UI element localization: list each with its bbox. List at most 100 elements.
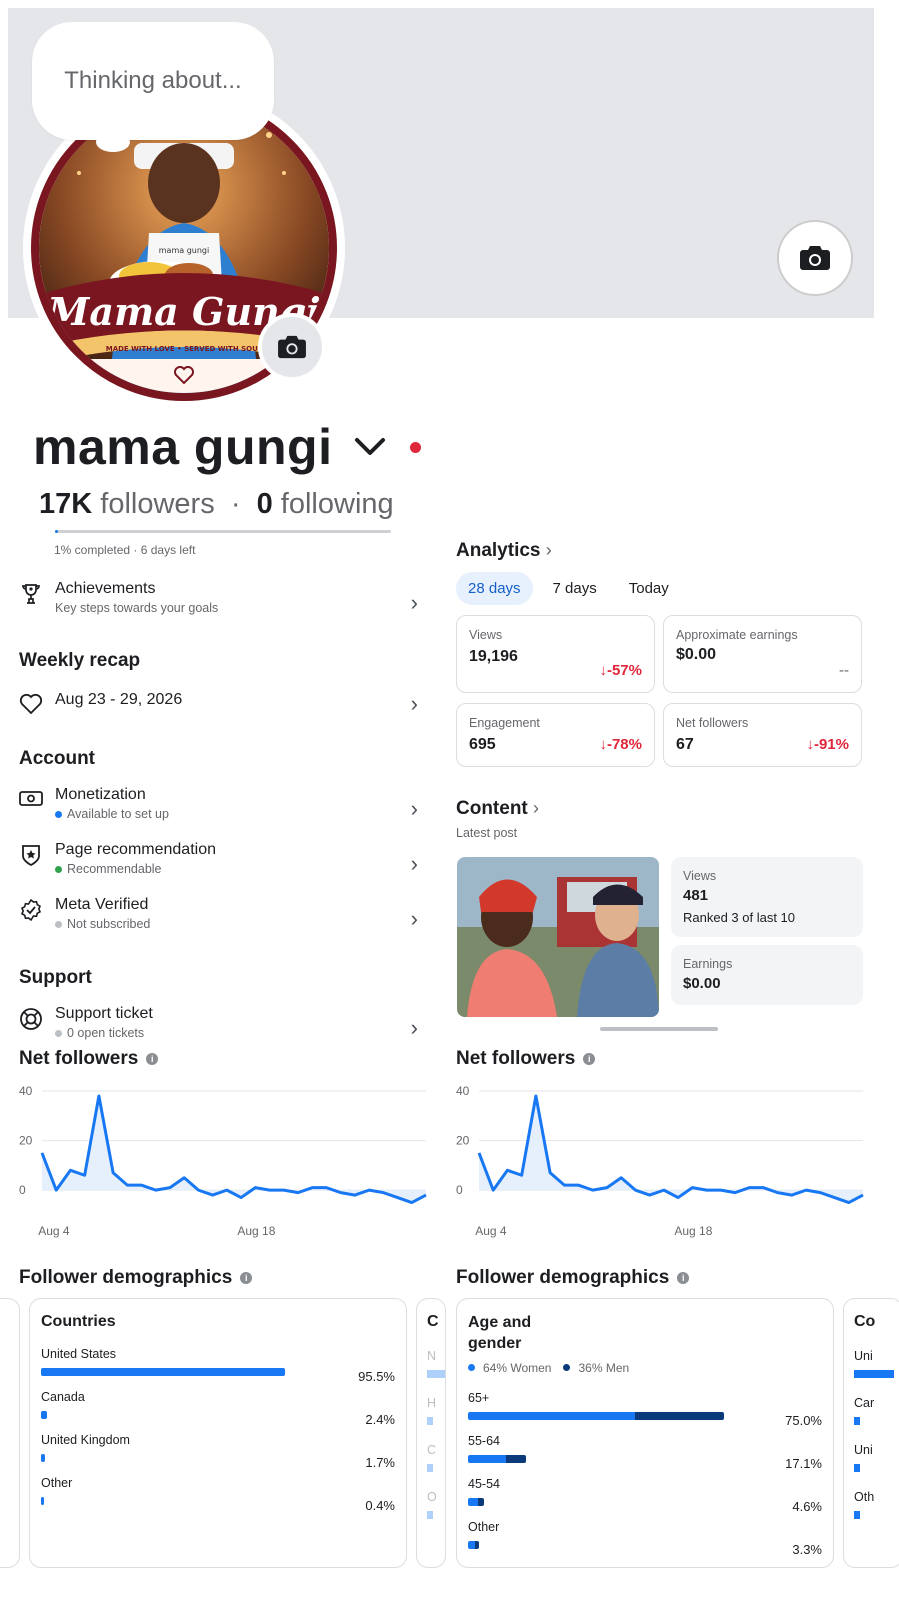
men-bar xyxy=(475,1540,480,1549)
series-line xyxy=(477,1094,864,1205)
peek-row: Car xyxy=(854,1396,892,1425)
analytics-header[interactable]: Analytics › xyxy=(456,540,552,562)
age-gender-legend: 64% Women 36% Men xyxy=(468,1361,822,1375)
women-bar xyxy=(468,1454,506,1463)
post-earnings-label: Earnings xyxy=(683,957,733,971)
chevron-down-icon[interactable] xyxy=(354,437,386,457)
age-bar-row: 65+ 75.0% xyxy=(468,1391,822,1428)
peek-label: O xyxy=(427,1490,437,1504)
meta-verified-item[interactable]: Meta Verified Not subscribed › xyxy=(19,896,424,931)
weekly-recap-item[interactable]: Aug 23 - 29, 2026 › xyxy=(19,691,424,720)
peek-row: H xyxy=(427,1396,437,1425)
peek-row: N xyxy=(427,1349,445,1378)
info-icon[interactable]: i xyxy=(146,1053,159,1065)
page-recommendation-title: Page recommendation xyxy=(55,841,216,858)
peek-label: N xyxy=(427,1349,437,1363)
bubble-tail xyxy=(96,132,130,152)
card-change: -78% xyxy=(606,736,642,753)
x-tick-label: Aug 18 xyxy=(674,1224,712,1238)
peek-bar xyxy=(854,1511,860,1519)
country-label: Canada xyxy=(41,1390,85,1404)
post-views-stat[interactable]: Views 481 Ranked 3 of last 10 xyxy=(671,857,863,937)
carousel-scrollbar[interactable] xyxy=(600,1027,718,1031)
peek-bar xyxy=(854,1464,860,1472)
age-gender-card[interactable]: Age and gender 64% Women 36% Men 65+ 75.0… xyxy=(456,1298,834,1568)
meta-verified-status: Not subscribed xyxy=(67,917,151,931)
goal-progress-fill xyxy=(55,530,59,533)
followers-label: followers xyxy=(100,488,215,520)
peek-label: H xyxy=(427,1396,437,1410)
money-icon xyxy=(19,791,43,806)
legend-women-dot xyxy=(468,1364,475,1372)
monetization-item[interactable]: Monetization Available to set up › xyxy=(19,786,424,821)
profile-name-row[interactable]: mama gungi xyxy=(33,418,422,476)
country-label: United States xyxy=(41,1347,117,1361)
earnings-card[interactable]: Approximate earnings $0.00 -- xyxy=(663,615,862,693)
goal-progress-label: 1% completed · 6 days left xyxy=(54,543,196,557)
series-line xyxy=(40,1094,427,1205)
followers-count: 17K xyxy=(39,488,93,520)
edit-cover-button[interactable] xyxy=(779,222,851,294)
country-bar-row: Other 0.4% xyxy=(41,1476,395,1513)
y-tick-label: 40 xyxy=(19,1084,33,1098)
peek-row: Uni xyxy=(854,1349,894,1378)
country-percent: 95.5% xyxy=(358,1369,395,1384)
age-label: Other xyxy=(468,1519,500,1534)
age-percent: 75.0% xyxy=(785,1412,822,1428)
card-change: -57% xyxy=(606,662,642,679)
status-dot xyxy=(55,865,62,873)
peek-label: Uni xyxy=(854,1443,873,1457)
chevron-right-icon: › xyxy=(533,798,540,818)
support-ticket-title: Support ticket xyxy=(55,1005,153,1022)
arrow-down-icon: ↓ xyxy=(599,662,607,679)
countries-card[interactable]: Countries United States 95.5% Canada 2.4% Un… xyxy=(29,1298,407,1568)
engagement-card[interactable]: Engagement 695 ↓-78% xyxy=(456,703,655,767)
edit-profile-picture-button[interactable] xyxy=(258,313,326,381)
meta-verified-title: Meta Verified xyxy=(55,896,149,913)
net-followers-chart[interactable]: 0 20 40 Aug 4 Aug 18 xyxy=(451,1078,867,1248)
info-icon[interactable]: i xyxy=(677,1272,690,1284)
views-card[interactable]: Views 19,196 ↓-57% xyxy=(456,615,655,693)
peek-label: Oth xyxy=(854,1490,875,1504)
monetization-title: Monetization xyxy=(55,786,146,803)
country-bar-row: United Kingdom 1.7% xyxy=(41,1433,395,1470)
tab-7-days[interactable]: 7 days xyxy=(552,580,597,597)
chevron-right-icon: › xyxy=(410,1015,418,1040)
info-icon[interactable]: i xyxy=(240,1272,253,1284)
follower-demographics-title-text: Follower demographics xyxy=(19,1267,233,1288)
demographics-card-peek-right[interactable]: Co Uni Car Uni Oth xyxy=(843,1298,899,1568)
status-bubble[interactable]: Thinking about... xyxy=(32,22,274,140)
status-dot xyxy=(55,810,62,818)
country-percent: 0.4% xyxy=(365,1498,395,1513)
support-ticket-item[interactable]: Support ticket 0 open tickets › xyxy=(19,1005,424,1040)
profile-picture[interactable]: mama gungi Mama Gungi MADE WITH LOVE • S… xyxy=(23,87,345,409)
peek-row: Uni xyxy=(854,1443,892,1472)
follow-counts[interactable]: 17K followers · 0 following xyxy=(39,488,394,520)
net-followers-title: Net followers i xyxy=(19,1048,159,1070)
legend-men-dot xyxy=(563,1364,571,1372)
post-earnings-stat[interactable]: Earnings $0.00 xyxy=(671,945,863,1005)
info-icon[interactable]: i xyxy=(583,1053,596,1065)
age-bar-track xyxy=(468,1411,822,1420)
card-change: -91% xyxy=(813,736,849,753)
demographics-card-peek-left[interactable] xyxy=(0,1298,20,1568)
following-count: 0 xyxy=(256,488,273,520)
card-value: 695 xyxy=(469,735,496,753)
latest-post-thumbnail[interactable] xyxy=(457,857,659,1017)
card-value: $0.00 xyxy=(676,645,717,663)
x-tick-label: Aug 4 xyxy=(475,1224,507,1238)
age-gender-title: Age and gender xyxy=(468,1314,532,1352)
tab-28-days[interactable]: 28 days xyxy=(456,572,533,605)
age-bar-row: 45-54 4.6% xyxy=(468,1477,822,1514)
net-followers-card[interactable]: Net followers 67 ↓-91% xyxy=(663,703,862,767)
post-image xyxy=(457,857,659,1017)
tab-today[interactable]: Today xyxy=(628,580,669,597)
page-recommendation-item[interactable]: Page recommendation Recommendable › xyxy=(19,841,424,876)
y-tick-label: 0 xyxy=(19,1183,26,1197)
demographics-card-peek-mid[interactable]: C N H C O xyxy=(416,1298,446,1568)
achievements-item[interactable]: Achievements Key steps towards your goals… xyxy=(19,580,424,615)
net-followers-chart[interactable]: 0 20 40 Aug 4 Aug 18 xyxy=(14,1078,430,1248)
content-header[interactable]: Content › xyxy=(456,798,539,820)
card-label: Approximate earnings xyxy=(676,628,798,642)
age-percent: 4.6% xyxy=(792,1498,822,1514)
